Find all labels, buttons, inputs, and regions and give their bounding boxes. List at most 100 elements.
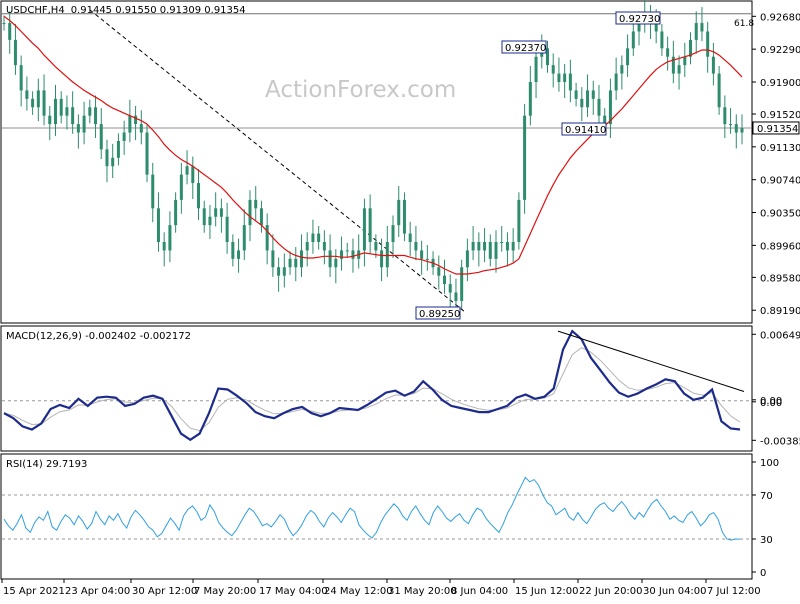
candle-body — [368, 208, 372, 242]
candle-body — [586, 90, 590, 108]
candle-body — [219, 208, 223, 217]
price-axis-label: 0.91130 — [760, 143, 800, 154]
candle-body — [671, 56, 675, 74]
candle-body — [94, 107, 98, 125]
rsi-axis-label: 30 — [760, 535, 773, 546]
candle-body — [666, 48, 670, 57]
candle-body — [660, 31, 664, 49]
candle-body — [443, 275, 447, 285]
candle-body — [231, 242, 235, 259]
candle-body — [48, 115, 52, 125]
candle-body — [528, 82, 532, 116]
candle-body — [448, 284, 452, 293]
candle-body — [517, 199, 521, 242]
annotation-label: 0.92370 — [505, 43, 546, 54]
candle-body — [545, 48, 549, 66]
candle-body — [271, 250, 275, 268]
candle-body — [694, 23, 698, 40]
candle-body — [53, 98, 57, 125]
macd-axis-label: 0.00649 — [760, 330, 800, 341]
candle-body — [637, 23, 641, 32]
candle-body — [477, 242, 481, 251]
candle-body — [111, 157, 115, 167]
candle-body — [385, 242, 389, 268]
rsi-panel-title: RSI(14) 29.7193 — [6, 459, 87, 470]
annotation-label: 0.92730 — [619, 14, 660, 25]
candle-body — [723, 107, 727, 125]
candle-body — [19, 65, 23, 91]
price-axis-label: 0.91520 — [760, 110, 800, 121]
candle-body — [608, 90, 612, 125]
candle-body — [557, 73, 561, 82]
time-axis-label: 7 May 20:00 — [194, 586, 256, 597]
candle-body — [700, 23, 704, 32]
candle-body — [362, 208, 366, 251]
candle-body — [31, 98, 35, 108]
candle-body — [76, 124, 80, 133]
candle-body — [454, 292, 458, 301]
time-axis-label: 15 Apr 2021 — [3, 586, 65, 597]
candle-body — [414, 242, 418, 251]
price-axis-label: 0.91900 — [760, 78, 800, 89]
candle-body — [425, 258, 429, 260]
macd-axis-label: 0.00 — [760, 398, 782, 409]
candle-body — [259, 208, 263, 226]
last-price-box — [752, 121, 800, 135]
candle-body — [683, 56, 687, 66]
candle-body — [380, 250, 384, 268]
last-price-label: 0.91354 — [757, 124, 798, 135]
time-axis-label: 30 Jun 04:00 — [643, 586, 707, 597]
candle-body — [334, 258, 338, 268]
candle-body — [225, 216, 229, 242]
candle-body — [597, 98, 601, 116]
price-annotation: 0.92370 — [501, 40, 547, 54]
price-axis-label: 0.90350 — [760, 209, 800, 220]
candle-body — [511, 242, 515, 251]
candle-body — [677, 65, 681, 74]
candle-body — [191, 166, 195, 184]
price-annotation: 0.92730 — [615, 11, 661, 25]
candle-body — [311, 233, 315, 242]
candle-body — [740, 128, 744, 133]
candle-body — [8, 23, 12, 40]
candle-body — [105, 149, 109, 167]
candle-body — [13, 39, 17, 66]
candle-body — [214, 208, 218, 217]
watermark: ActionForex.com — [265, 77, 456, 103]
candle-body — [626, 48, 630, 66]
time-axis-label: 24 May 12:00 — [324, 586, 393, 597]
annotation-label: 0.91410 — [565, 125, 606, 136]
candle-body — [420, 250, 424, 259]
candle-body — [25, 90, 29, 99]
candle-body — [488, 242, 492, 259]
rsi-axis-label: 100 — [760, 458, 779, 469]
macd-panel-frame — [0, 325, 753, 452]
annotation-box — [415, 306, 461, 320]
candle-body — [402, 199, 406, 234]
candle-body — [689, 39, 693, 57]
price-axis-label: 0.89580 — [760, 273, 800, 284]
candle-body — [162, 242, 166, 251]
candle-body — [237, 250, 241, 259]
candle-body — [208, 216, 212, 226]
candle-body — [322, 242, 326, 251]
candle-body — [328, 250, 332, 268]
candle-body — [151, 174, 155, 209]
candle-body — [2, 23, 6, 25]
candle-body — [168, 225, 172, 251]
candle-body — [574, 90, 578, 99]
candle-body — [706, 31, 710, 57]
candle-body — [288, 258, 292, 268]
candle-body — [505, 242, 509, 251]
candle-body — [563, 73, 567, 82]
candle-body — [145, 132, 149, 175]
candle-body — [729, 124, 733, 126]
time-axis-label: 8 Jun 04:00 — [451, 586, 508, 597]
macd-axis-label: 0.00 — [760, 396, 782, 407]
candle-body — [397, 199, 401, 226]
price-panel-frame — [0, 0, 753, 324]
rsi-panel-frame — [0, 453, 753, 580]
candle-body — [277, 267, 281, 276]
candle-body — [82, 115, 86, 133]
candle-body — [139, 124, 143, 133]
